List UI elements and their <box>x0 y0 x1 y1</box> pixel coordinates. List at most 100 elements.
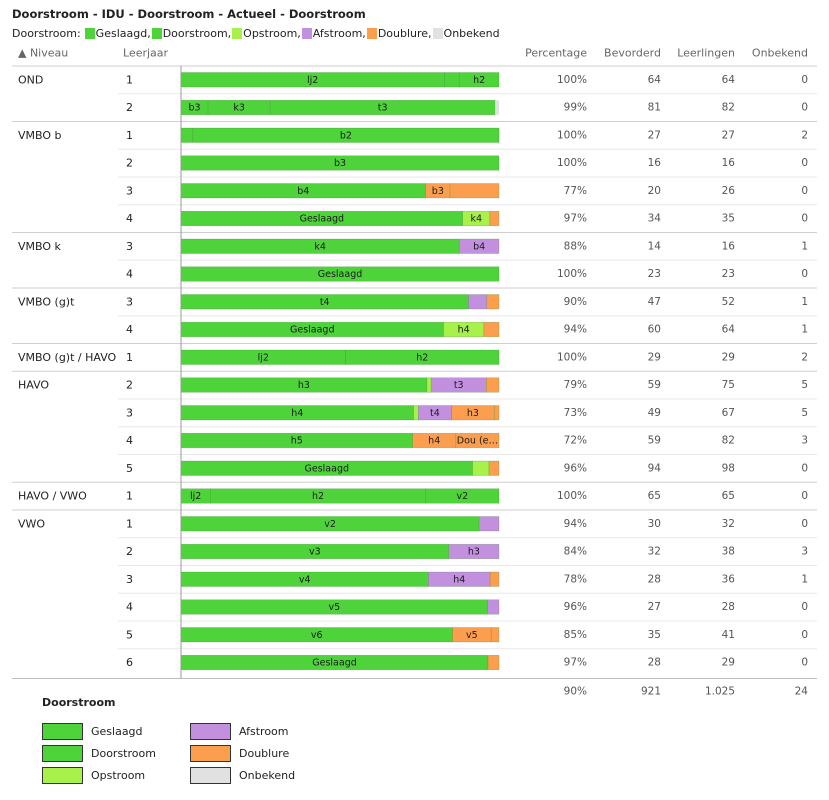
bar-segment-doublure <box>486 294 500 310</box>
bar-segment-label: lj2 <box>190 491 201 502</box>
bar-segment-doorstroom <box>425 488 500 504</box>
column-header-percentage: Percentage <box>525 47 587 60</box>
bar-segment-label: h4 <box>291 408 303 419</box>
stacked-bar-chart: ▲ Niveau Leerjaar Percentage Bevorderd Leerl… <box>12 47 817 698</box>
leerjaar-label: 1 <box>126 517 133 530</box>
column-header-bevorderd: Bevorderd <box>604 47 661 60</box>
bevorderd-value: 59 <box>648 435 661 447</box>
bar-segment-label: v3 <box>309 547 321 558</box>
percentage-value: 88% <box>564 240 587 252</box>
bar-segment-doublure <box>489 210 500 227</box>
onbekend-value: 0 <box>801 601 808 613</box>
percentage-value: 100% <box>557 129 587 141</box>
percentage-value: 100% <box>557 268 587 280</box>
bar-segment-afstroom <box>487 599 500 615</box>
onbekend-value: 3 <box>801 435 808 447</box>
bar-segment-label: Geslaagd <box>318 269 363 280</box>
bar-segment-label: lj2 <box>307 75 318 86</box>
leerjaar-label: 1 <box>126 351 133 364</box>
onbekend-value: 5 <box>801 407 808 419</box>
bar-segment-opstroom <box>472 460 490 476</box>
percentage-value: 96% <box>564 601 587 613</box>
legend-bottom-title: Doorstroom <box>42 696 116 709</box>
percentage-value: 90% <box>564 296 587 308</box>
percentage-value: 100% <box>557 351 587 363</box>
percentage-value: 97% <box>564 657 587 669</box>
bevorderd-value: 23 <box>648 268 661 280</box>
bottom-legend-swatch-afstroom <box>190 723 231 740</box>
bar-segment-doorstroom <box>345 349 500 365</box>
bar-segment-label: Geslaagd <box>290 325 335 336</box>
legend-label-afstroom: Afstroom, <box>312 27 366 40</box>
bar-segment-opstroom <box>426 377 432 393</box>
onbekend-value: 0 <box>801 490 808 502</box>
leerjaar-label: 3 <box>126 240 133 253</box>
leerlingen-value: 75 <box>722 379 735 391</box>
percentage-value: 77% <box>564 185 587 197</box>
legend-item-doorstroom: Doorstroom, <box>151 27 231 40</box>
bottom-legend-swatch-doorstroom <box>42 745 83 762</box>
column-header-niveau: ▲ Niveau <box>18 47 68 60</box>
bevorderd-value: 14 <box>648 240 662 252</box>
leerjaar-label: 4 <box>126 601 133 614</box>
onbekend-value: 2 <box>801 129 808 141</box>
bar-segment-doublure <box>483 321 500 338</box>
bar-segment-label: h3 <box>298 380 310 391</box>
bar-segment-label: h3 <box>467 408 479 419</box>
leerlingen-value: 16 <box>722 240 736 252</box>
bevorderd-value: 27 <box>648 601 661 613</box>
bar-segment-label: h2 <box>416 352 428 363</box>
bar-segment-doublure <box>455 432 500 449</box>
onbekend-value: 0 <box>801 102 808 114</box>
bar-segment-label: h5 <box>291 436 303 447</box>
legend-label-opstroom: Opstroom, <box>243 27 301 40</box>
bar-segment-label: h4 <box>428 436 440 447</box>
bar-segment-label: b2 <box>340 130 352 141</box>
leerjaar-label: 4 <box>126 323 133 336</box>
bar-segment-doublure <box>449 183 500 199</box>
bar-segment-label: v5 <box>466 630 478 641</box>
leerjaar-label: 4 <box>126 434 133 447</box>
bar-segment-label: k4 <box>471 214 483 225</box>
leerjaar-label: 4 <box>126 212 133 225</box>
bevorderd-value: 94 <box>648 462 662 474</box>
bar-segment-label: t3 <box>378 103 388 114</box>
leerlingen-value: 67 <box>722 407 735 419</box>
percentage-value: 94% <box>564 324 587 336</box>
percentage-value: 94% <box>564 518 587 530</box>
leerlingen-value: 28 <box>722 601 735 613</box>
leerjaar-label: 3 <box>126 295 133 308</box>
percentage-value: 78% <box>564 573 587 585</box>
niveau-label: HAVO / VWO <box>18 490 87 503</box>
bar-segment-label: h2 <box>312 491 324 502</box>
percentage-value: 99% <box>564 102 587 114</box>
onbekend-value: 0 <box>801 74 808 86</box>
total-leerlingen: 1.025 <box>705 686 735 698</box>
legend-swatch-opstroom <box>232 28 243 39</box>
percentage-value: 100% <box>557 74 587 86</box>
onbekend-value: 0 <box>801 213 808 225</box>
niveau-label: VWO <box>18 517 45 530</box>
bar-segment-label: b4 <box>297 186 309 197</box>
niveau-label: VMBO b <box>18 129 62 142</box>
bevorderd-value: 59 <box>648 379 661 391</box>
bar-segment-opstroom <box>413 405 419 421</box>
percentage-value: 96% <box>564 462 587 474</box>
niveau-label: VMBO (g)t / HAVO <box>18 351 117 364</box>
legend-label-geslaagd: Geslaagd, <box>95 27 151 40</box>
bottom-legend-swatch-geslaagd <box>42 723 83 740</box>
leerlingen-value: 38 <box>722 546 735 558</box>
leerlingen-value: 29 <box>722 351 735 363</box>
onbekend-value: 1 <box>801 573 808 585</box>
leerjaar-label: 2 <box>126 157 133 170</box>
bevorderd-value: 60 <box>648 324 661 336</box>
leerlingen-value: 35 <box>722 213 735 225</box>
leerlingen-value: 36 <box>722 573 736 585</box>
bar-segment-doublure <box>493 405 500 421</box>
bar-segment-doorstroom <box>180 127 194 143</box>
leerlingen-value: 27 <box>722 129 735 141</box>
onbekend-value: 0 <box>801 185 808 197</box>
bar-segment-label: Dou (e… <box>457 436 498 447</box>
legend-label-doublure: Doublure, <box>377 27 432 40</box>
column-header-leerjaar: Leerjaar <box>123 47 169 60</box>
